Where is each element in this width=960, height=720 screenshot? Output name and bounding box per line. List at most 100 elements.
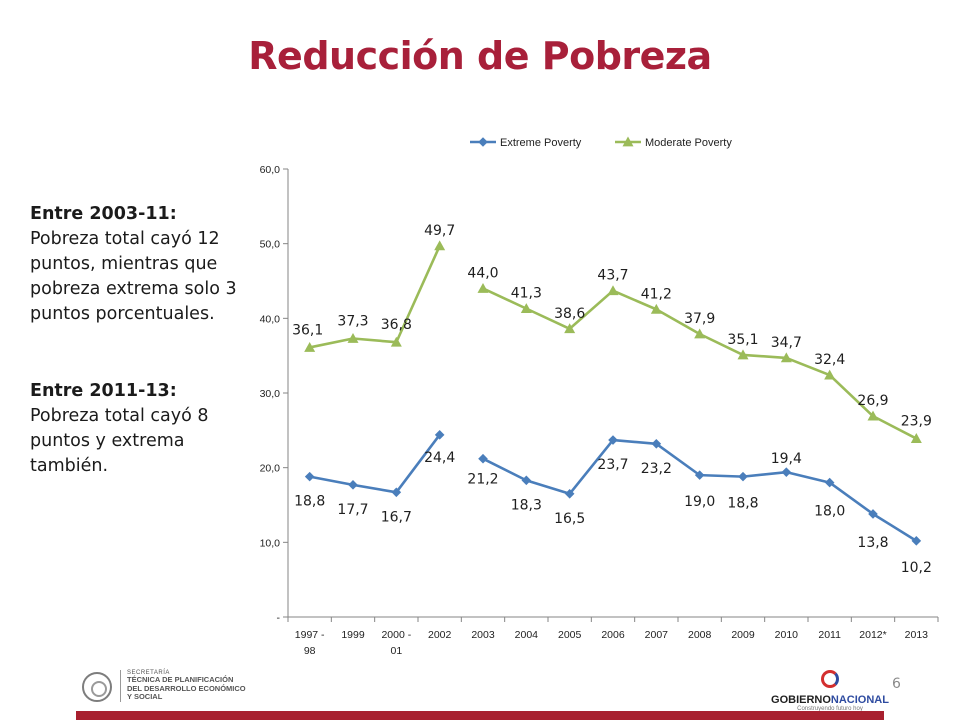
data-label: 36,1 — [292, 322, 323, 338]
data-point — [650, 303, 662, 314]
y-tick-label: 20,0 — [260, 463, 281, 475]
data-label: 17,7 — [337, 502, 368, 518]
page-number: 6 — [892, 676, 901, 692]
gobierno-mark-icon — [821, 670, 839, 688]
x-tick-label: 1997 - — [295, 629, 325, 641]
y-tick-label: 30,0 — [260, 388, 281, 400]
government-seal-icon — [82, 672, 112, 702]
data-label: 19,4 — [771, 451, 802, 467]
footer: SECRETARÍA TÉCNICA DE PLANIFICACIÓN DEL … — [0, 664, 960, 720]
x-tick-label: 1999 — [341, 629, 365, 641]
data-label: 43,7 — [597, 268, 628, 284]
legend-marker — [478, 137, 488, 147]
data-label: 18,8 — [727, 496, 758, 512]
data-point — [521, 475, 532, 486]
data-label: 35,1 — [727, 332, 758, 348]
data-point — [347, 332, 359, 343]
y-tick-label: - — [277, 612, 281, 624]
data-point — [478, 453, 488, 464]
data-label: 16,7 — [381, 509, 412, 525]
x-tick-label: 2013 — [905, 629, 929, 641]
x-tick-label: 2012* — [859, 629, 886, 641]
page-title: Reducción de Pobreza — [248, 34, 712, 78]
chart-legend: Extreme Poverty Moderate Poverty — [470, 136, 732, 149]
data-point — [824, 477, 835, 488]
x-tick-label: 2006 — [601, 629, 625, 641]
data-label: 37,3 — [337, 313, 368, 329]
data-point — [564, 489, 575, 499]
legend-label: Moderate Poverty — [645, 137, 732, 149]
stp-logo: SECRETARÍA TÉCNICA DE PLANIFICACIÓN DEL … — [120, 670, 277, 702]
data-label: 36,8 — [381, 317, 412, 333]
data-point — [694, 328, 706, 339]
footer-bar — [76, 711, 884, 720]
x-tick-label: 98 — [304, 645, 316, 657]
x-tick-label: 2005 — [558, 629, 582, 641]
data-label: 18,3 — [511, 497, 542, 513]
legend-marker — [622, 136, 634, 147]
data-label: 16,5 — [554, 511, 585, 527]
data-label: 49,7 — [424, 223, 455, 239]
x-tick-label: 2009 — [731, 629, 755, 641]
data-point — [391, 487, 402, 498]
legend-label: Extreme Poverty — [500, 137, 582, 149]
data-label: 23,2 — [641, 461, 672, 477]
x-tick-label: 2011 — [818, 629, 841, 641]
note-2011-13-heading: Entre 2011-13: — [30, 381, 177, 401]
data-label: 37,9 — [684, 311, 715, 327]
y-tick-label: 40,0 — [260, 313, 281, 325]
data-point — [824, 369, 836, 380]
data-point — [868, 509, 878, 519]
chart-series — [304, 240, 922, 546]
note-2003-11-text: Pobreza total cayó 12 puntos, mientras q… — [30, 229, 237, 324]
x-tick-label: 2007 — [645, 629, 669, 641]
data-point — [520, 303, 532, 314]
data-point — [564, 323, 576, 334]
series-line — [309, 245, 441, 349]
data-point — [434, 240, 446, 251]
x-tick-label: 2010 — [775, 629, 799, 641]
data-label: 32,4 — [814, 352, 845, 368]
x-tick-label: 2003 — [471, 629, 495, 641]
data-label: 41,3 — [511, 286, 542, 302]
data-point — [607, 285, 619, 296]
note-2003-11-heading: Entre 2003-11: — [30, 204, 177, 224]
y-tick-label: 60,0 — [260, 164, 281, 176]
data-point — [434, 430, 445, 440]
data-point — [911, 536, 922, 546]
x-tick-label: 2002 — [428, 629, 452, 641]
note-2011-13-text: Pobreza total cayó 8 puntos y extrema ta… — [30, 406, 209, 476]
data-point — [737, 349, 749, 360]
data-point — [304, 471, 315, 482]
data-label: 44,0 — [467, 265, 498, 281]
data-label: 21,2 — [467, 472, 498, 488]
chart-data-labels: 18,8 17,7 16,7 24,4 21,2 18,3 16,5 23,7 23,2 19,0… — [292, 223, 932, 576]
data-label: 38,6 — [554, 306, 585, 322]
data-label: 10,2 — [901, 560, 932, 576]
data-point — [694, 470, 705, 480]
data-point — [348, 480, 358, 490]
data-label: 41,2 — [641, 286, 672, 302]
x-tick-label: 2008 — [688, 629, 712, 641]
chart-axes: - 10,0 20,0 30,0 40,0 50,0 60,0 1997 - 98 1999 200… — [260, 164, 939, 657]
poverty-line-chart: Extreme Poverty Moderate Poverty - 10,0 20,… — [260, 136, 939, 657]
data-point — [390, 336, 402, 347]
data-label: 26,9 — [857, 393, 888, 409]
data-point — [780, 352, 792, 363]
x-tick-label: 01 — [390, 645, 402, 657]
data-label: 18,0 — [814, 504, 845, 520]
data-point — [738, 471, 748, 482]
x-tick-label: 2004 — [515, 629, 539, 641]
data-point — [910, 433, 922, 443]
x-tick-label: 2000 - — [381, 629, 411, 641]
y-tick-label: 50,0 — [260, 239, 281, 251]
data-label: 24,4 — [424, 450, 455, 466]
data-point — [867, 410, 879, 421]
data-point — [781, 467, 792, 477]
data-label: 23,9 — [901, 414, 932, 430]
data-label: 34,7 — [771, 335, 802, 351]
gobierno-nacional-logo: GOBIERNONACIONAL Construyendo futuro hoy — [770, 670, 890, 712]
data-label: 23,7 — [597, 457, 628, 473]
data-label: 13,8 — [857, 535, 888, 551]
data-label: 19,0 — [684, 494, 715, 510]
